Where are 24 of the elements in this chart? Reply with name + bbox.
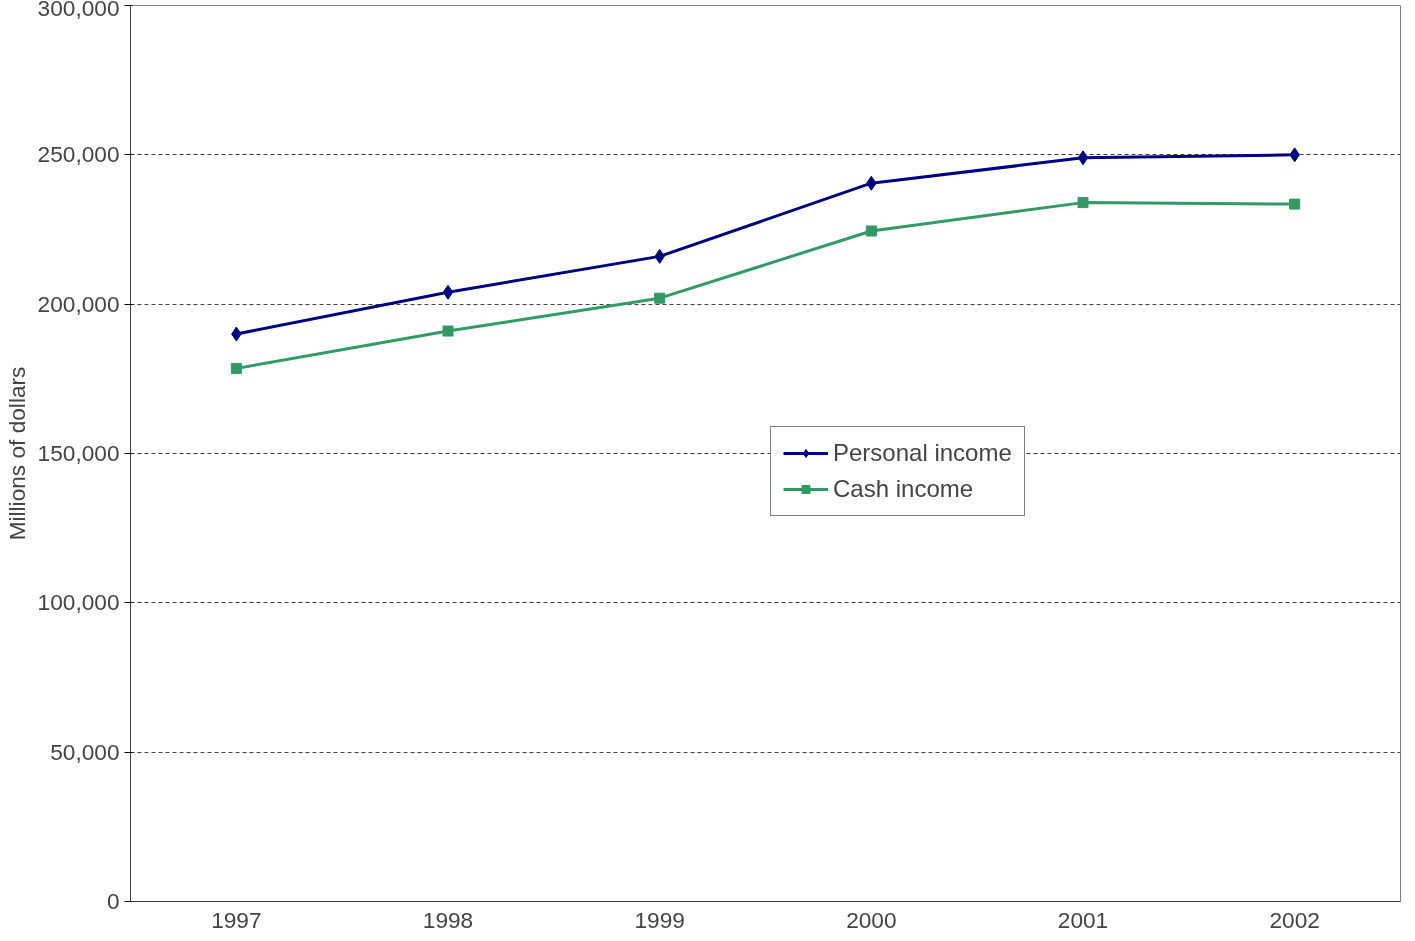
x-tick-label: 2000: [846, 906, 897, 933]
x-tick-label: 1999: [634, 906, 685, 933]
point: [1289, 198, 1301, 210]
y-tick-label: 150,000: [37, 440, 120, 466]
x-tick-label: 1998: [422, 906, 474, 933]
y-tick-label: 100,000: [37, 589, 120, 616]
point: [1077, 197, 1089, 209]
y-tick-label: 250,000: [37, 141, 120, 168]
point: [654, 292, 666, 304]
y-tick-label: 50,000: [50, 738, 120, 765]
legend-label: Personal income: [833, 439, 1012, 467]
x-tick-label: 2001: [1057, 906, 1109, 933]
point: [230, 362, 242, 374]
point: [865, 225, 877, 237]
y-axis-title: Millions of dollars: [3, 366, 30, 541]
x-tick-label: 2002: [1269, 906, 1320, 933]
x-tick-label: 1997: [211, 906, 262, 933]
y-tick-label: 200,000: [37, 290, 120, 317]
point: [442, 325, 454, 337]
point: [1077, 150, 1089, 166]
legend-label: Cash income: [833, 475, 974, 503]
y-tick-label: 0: [106, 888, 120, 914]
y-tick-label: 300,000: [37, 0, 120, 21]
point: [442, 284, 454, 300]
